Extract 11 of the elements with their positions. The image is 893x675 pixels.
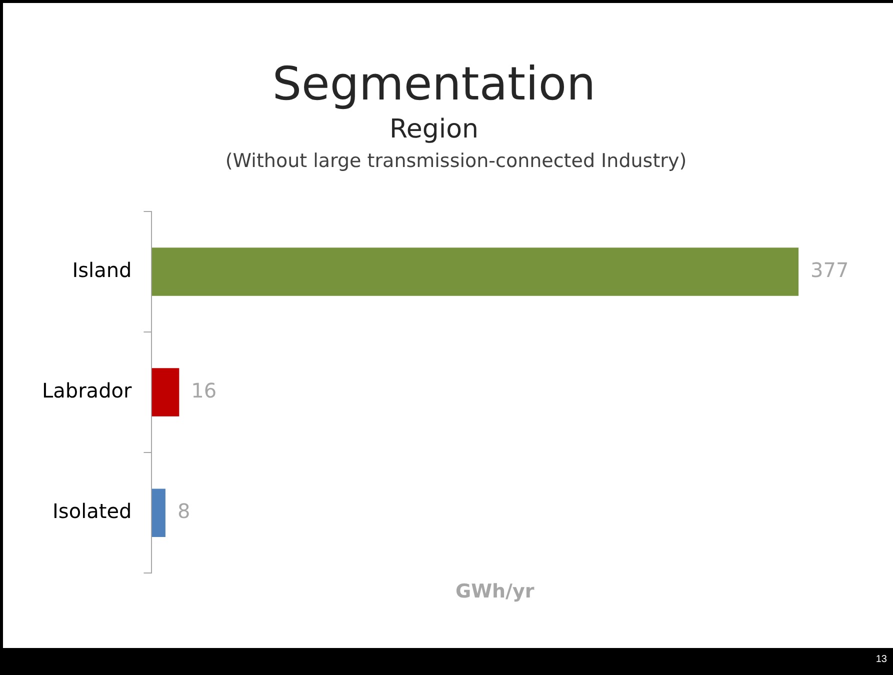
chart-subtitle: Region [389,114,479,145]
chart-title: Segmentation [272,56,596,111]
y-tick-label: Isolated [52,499,132,524]
data-label: 16 [191,378,217,403]
data-label: 377 [810,258,849,282]
y-tick-label: Island [72,258,132,282]
text: (Without large transmission-connected Industry) [225,150,687,172]
data-label: 8 [177,499,190,524]
footer-strip: 13 [0,648,893,675]
x-axis-title: GWh/yr [455,580,535,603]
y-tick-label: Labrador [42,378,132,403]
